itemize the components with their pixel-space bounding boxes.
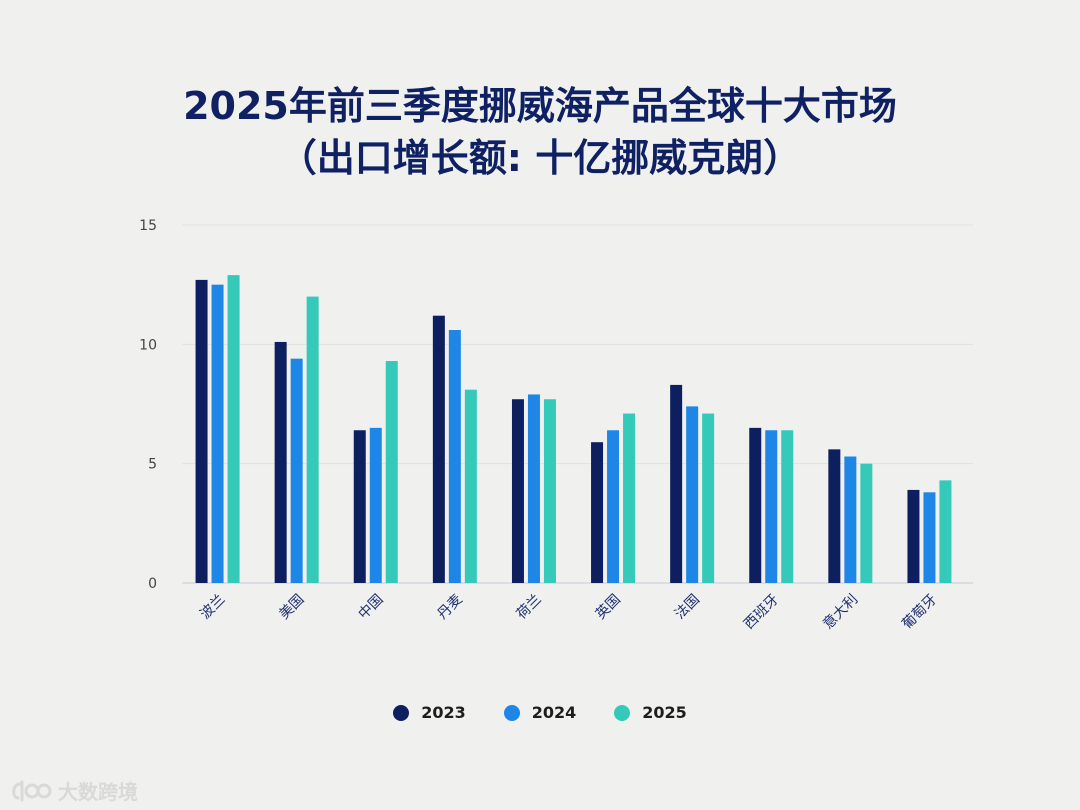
bar-2024-美国 — [290, 358, 303, 583]
legend-label: 2025 — [642, 703, 687, 722]
bar-2025-意大利 — [860, 463, 873, 583]
bar-2025-波兰 — [227, 275, 240, 583]
bar-2023-葡萄牙 — [907, 489, 920, 583]
bar-2024-波兰 — [211, 284, 224, 583]
legend-label: 2023 — [421, 703, 466, 722]
y-tick-label: 0 — [148, 576, 157, 592]
bar-2023-西班牙 — [749, 427, 762, 583]
watermark: 大数跨境 — [10, 776, 138, 805]
chart-legend: 2023 2024 2025 — [0, 703, 1080, 722]
bar-2024-葡萄牙 — [923, 492, 936, 583]
bar-2025-丹麦 — [464, 389, 477, 583]
bar-2024-中国 — [369, 427, 382, 583]
legend-label: 2024 — [531, 703, 577, 722]
bar-2023-中国 — [353, 430, 366, 583]
x-tick-label: 葡萄牙 — [899, 592, 940, 633]
y-tick-label: 10 — [139, 337, 157, 353]
legend-swatch — [614, 704, 631, 721]
x-tick-label: 法国 — [672, 592, 703, 623]
x-tick-label: 英国 — [592, 591, 624, 623]
x-tick-label: 美国 — [276, 592, 307, 623]
bar-2024-西班牙 — [765, 430, 778, 583]
bar-2024-法国 — [686, 406, 699, 583]
x-tick-label: 荷兰 — [514, 592, 545, 623]
x-tick-label: 意大利 — [819, 591, 861, 633]
bar-2023-美国 — [274, 341, 287, 583]
x-tick-label: 西班牙 — [741, 592, 782, 633]
bar-2025-荷兰 — [543, 399, 556, 583]
bar-2023-英国 — [591, 442, 604, 583]
legend-item-2024[interactable]: 2024 — [503, 703, 577, 722]
legend-item-2023[interactable]: 2023 — [393, 703, 466, 722]
y-tick-label: 5 — [148, 457, 157, 473]
bar-2025-中国 — [385, 361, 398, 583]
bar-2023-意大利 — [828, 449, 841, 583]
legend-item-2025[interactable]: 2025 — [614, 703, 687, 722]
chart-title-line-2: （出口增长额: 十亿挪威克朗） — [278, 136, 802, 180]
bar-2025-葡萄牙 — [939, 480, 952, 583]
chart-title-line-1: 2025年前三季度挪威海产品全球十大市场 — [183, 84, 897, 128]
bar-2024-意大利 — [844, 456, 857, 583]
y-tick-label: 15 — [139, 218, 157, 234]
x-tick-label: 丹麦 — [435, 592, 466, 623]
bar-2025-美国 — [306, 296, 319, 583]
logo-icon — [12, 780, 52, 801]
bar-2025-法国 — [702, 413, 715, 583]
legend-swatch — [503, 704, 520, 721]
bar-2023-荷兰 — [511, 399, 524, 583]
watermark-text: 大数跨境 — [58, 780, 138, 804]
x-tick-label: 中国 — [355, 592, 386, 623]
x-tick-label: 波兰 — [197, 592, 228, 623]
bar-2023-波兰 — [195, 279, 208, 583]
bar-2025-英国 — [623, 413, 636, 583]
chart-title: 2025年前三季度挪威海产品全球十大市场 （出口增长额: 十亿挪威克朗） — [0, 80, 1080, 184]
bar-2023-法国 — [670, 384, 683, 583]
bar-2024-英国 — [607, 430, 620, 583]
bar-2025-西班牙 — [781, 430, 794, 583]
legend-swatch — [393, 704, 410, 721]
bar-2023-丹麦 — [432, 315, 445, 583]
bar-2024-丹麦 — [448, 330, 461, 583]
bar-2024-荷兰 — [527, 394, 540, 583]
